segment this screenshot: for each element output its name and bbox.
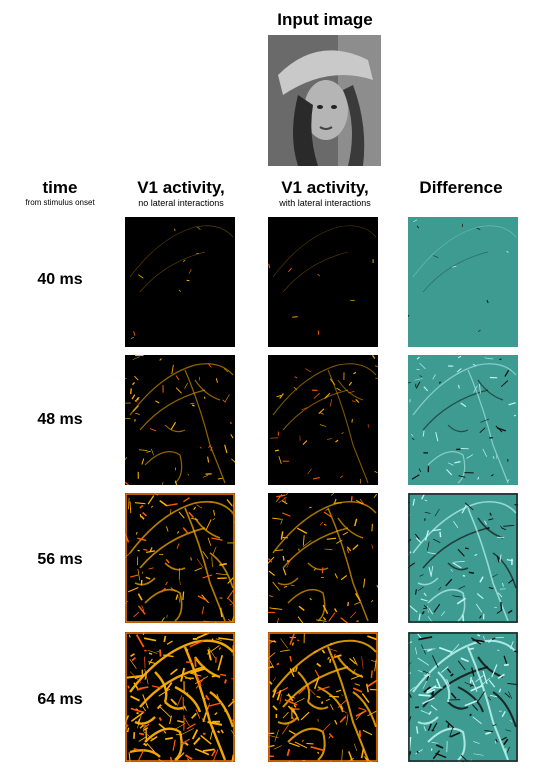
header-v1-no-lateral-sub: no lateral interactions <box>138 198 224 208</box>
difference-map <box>408 219 517 332</box>
panel-no-lateral-64ms <box>125 632 235 762</box>
input-image-title-row: Input image <box>0 10 536 34</box>
panel-difference-48ms <box>408 355 518 485</box>
row-label-40ms: 40 ms <box>37 271 83 288</box>
header-v1-lateral-sub: with lateral interactions <box>279 198 371 208</box>
activity-map <box>125 355 235 485</box>
panel-lateral-40ms <box>268 217 378 347</box>
panel-difference-40ms <box>408 217 518 347</box>
panel-no-lateral-40ms <box>125 217 235 347</box>
activity-map <box>268 493 378 623</box>
header-v1-no-lateral: V1 activity, no lateral interactions <box>112 178 250 208</box>
activity-map <box>270 355 378 484</box>
activity-map <box>268 225 377 335</box>
panel-difference-56ms <box>408 493 518 623</box>
activity-map <box>268 632 378 762</box>
panel-lateral-48ms <box>268 355 378 485</box>
header-time-sub: from stimulus onset <box>25 198 95 207</box>
header-v1-no-lateral-label: V1 activity, <box>137 178 225 197</box>
input-image <box>268 35 381 166</box>
panel-lateral-56ms <box>268 493 378 623</box>
header-v1-lateral: V1 activity, with lateral interactions <box>256 178 394 208</box>
row-label-64ms: 64 ms <box>37 691 83 708</box>
panel-no-lateral-56ms <box>125 493 235 623</box>
difference-map <box>408 632 518 762</box>
input-image-portrait <box>268 35 381 166</box>
header-difference: Difference <box>395 178 527 198</box>
activity-map <box>125 632 235 762</box>
activity-map <box>125 493 235 623</box>
header-difference-label: Difference <box>419 178 503 197</box>
header-time-label: time <box>42 178 78 197</box>
panel-no-lateral-48ms <box>125 355 235 485</box>
activity-map <box>129 225 234 339</box>
header-time: time from stimulus onset <box>0 178 120 207</box>
difference-map <box>408 355 517 484</box>
row-label-56ms: 56 ms <box>37 551 83 568</box>
panel-difference-64ms <box>408 632 518 762</box>
panel-lateral-64ms <box>268 632 378 762</box>
header-v1-lateral-label: V1 activity, <box>281 178 369 197</box>
difference-map <box>408 493 518 623</box>
input-image-title: Input image <box>277 10 373 29</box>
row-label-48ms: 48 ms <box>37 411 83 428</box>
